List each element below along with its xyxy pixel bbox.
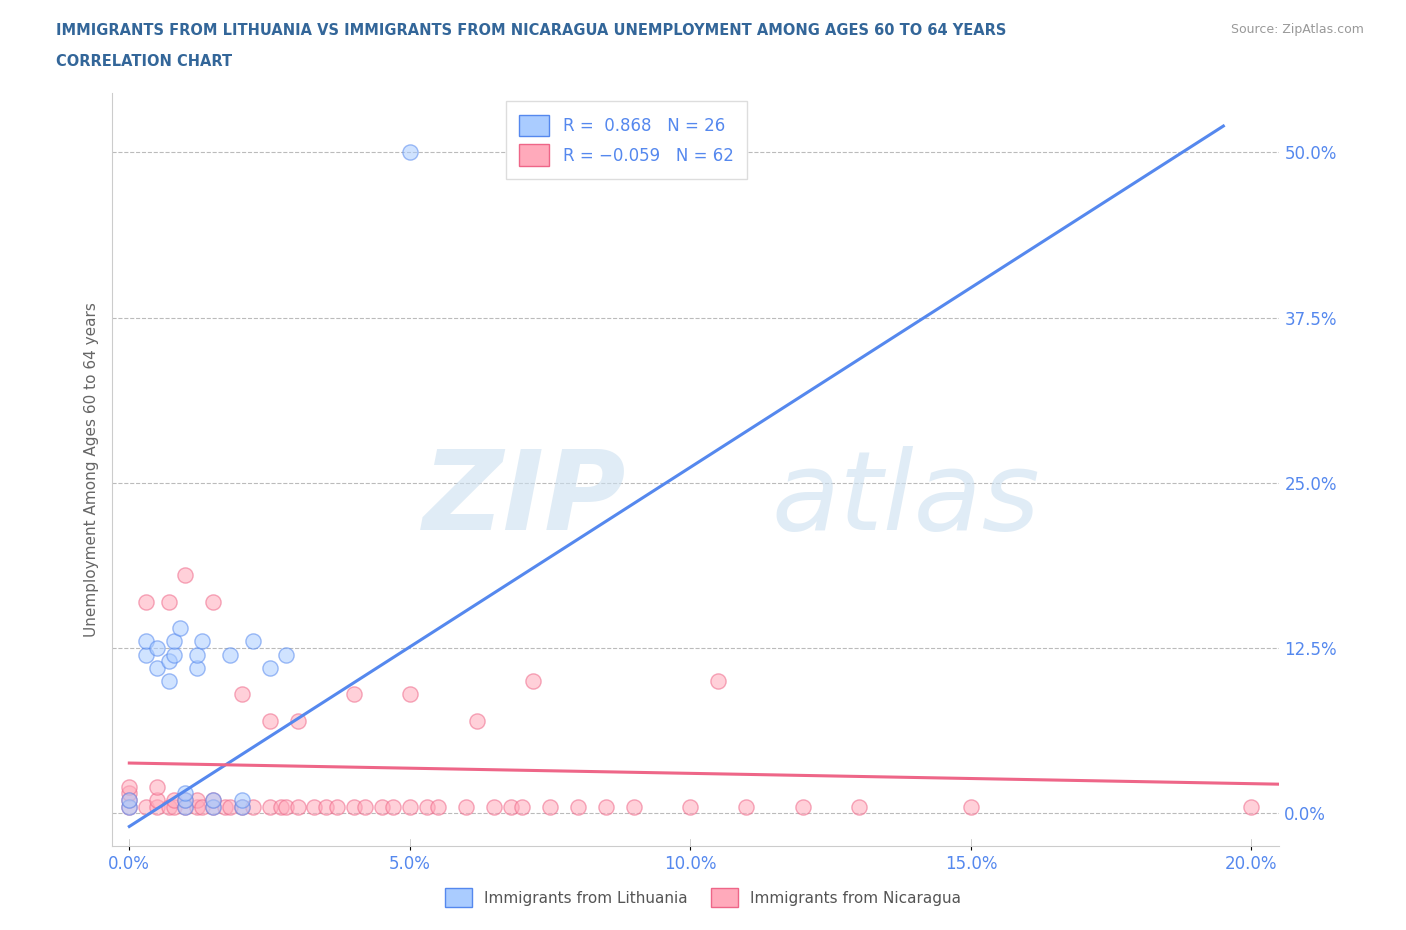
Point (231, 799, 253, 814)
Point (169, 621, 191, 636)
Point (522, 673, 544, 688)
Point (276, 799, 298, 814)
Point (146, 792, 169, 807)
Point (287, 713, 309, 728)
Point (118, 786, 141, 801)
Legend: R =  0.868   N = 26, R = −0.059   N = 62: R = 0.868 N = 26, R = −0.059 N = 62 (506, 101, 747, 179)
Point (163, 799, 186, 814)
Point (259, 713, 281, 728)
Text: CORRELATION CHART: CORRELATION CHART (56, 54, 232, 69)
Point (398, 145, 420, 160)
Point (231, 792, 253, 807)
Point (707, 673, 730, 688)
Point (135, 634, 157, 649)
Point (231, 799, 253, 814)
Point (163, 792, 186, 807)
Point (454, 799, 477, 814)
Point (242, 799, 264, 814)
Point (792, 799, 814, 814)
Text: ZIP: ZIP (422, 446, 626, 553)
Legend: Immigrants from Lithuania, Immigrants from Nicaragua: Immigrants from Lithuania, Immigrants fr… (439, 883, 967, 913)
Point (960, 799, 983, 814)
Point (287, 799, 309, 814)
Point (118, 792, 141, 807)
Point (163, 634, 186, 649)
Point (304, 799, 326, 814)
Point (354, 799, 377, 814)
Point (499, 799, 522, 814)
Point (567, 799, 589, 814)
Point (343, 799, 366, 814)
Point (146, 779, 169, 794)
Point (118, 799, 141, 814)
Point (202, 792, 225, 807)
Point (231, 687, 253, 702)
Point (595, 799, 617, 814)
Point (202, 799, 225, 814)
Point (157, 799, 180, 814)
Point (538, 799, 561, 814)
Point (276, 647, 298, 662)
Point (848, 799, 870, 814)
Point (174, 799, 197, 814)
Text: atlas: atlas (772, 446, 1040, 553)
Point (214, 799, 236, 814)
Point (118, 792, 141, 807)
Point (219, 799, 242, 814)
Point (174, 799, 197, 814)
Point (202, 594, 225, 609)
Point (118, 779, 141, 794)
Point (735, 799, 758, 814)
Point (146, 799, 169, 814)
Point (135, 799, 157, 814)
Point (465, 713, 488, 728)
Point (426, 799, 449, 814)
Point (146, 660, 169, 675)
Point (202, 792, 225, 807)
Point (242, 634, 264, 649)
Point (186, 799, 208, 814)
Point (202, 799, 225, 814)
Point (398, 799, 420, 814)
Point (415, 799, 437, 814)
Point (135, 594, 157, 609)
Point (174, 792, 197, 807)
Y-axis label: Unemployment Among Ages 60 to 64 years: Unemployment Among Ages 60 to 64 years (83, 302, 98, 637)
Point (174, 786, 197, 801)
Point (679, 799, 702, 814)
Point (186, 647, 208, 662)
Point (146, 641, 169, 656)
Point (163, 647, 186, 662)
Text: IMMIGRANTS FROM LITHUANIA VS IMMIGRANTS FROM NICARAGUA UNEMPLOYMENT AMONG AGES 6: IMMIGRANTS FROM LITHUANIA VS IMMIGRANTS … (56, 23, 1007, 38)
Point (219, 647, 242, 662)
Point (118, 799, 141, 814)
Point (157, 673, 180, 688)
Point (1240, 799, 1263, 814)
Point (174, 792, 197, 807)
Point (315, 799, 337, 814)
Point (270, 799, 292, 814)
Point (623, 799, 645, 814)
Point (259, 660, 281, 675)
Point (343, 687, 366, 702)
Point (186, 792, 208, 807)
Point (382, 799, 405, 814)
Point (191, 634, 214, 649)
Point (135, 647, 157, 662)
Point (157, 654, 180, 669)
Point (259, 799, 281, 814)
Point (186, 660, 208, 675)
Point (482, 799, 505, 814)
Point (157, 594, 180, 609)
Text: Source: ZipAtlas.com: Source: ZipAtlas.com (1230, 23, 1364, 36)
Point (398, 687, 420, 702)
Point (371, 799, 394, 814)
Point (174, 568, 197, 583)
Point (510, 799, 533, 814)
Point (191, 799, 214, 814)
Point (326, 799, 349, 814)
